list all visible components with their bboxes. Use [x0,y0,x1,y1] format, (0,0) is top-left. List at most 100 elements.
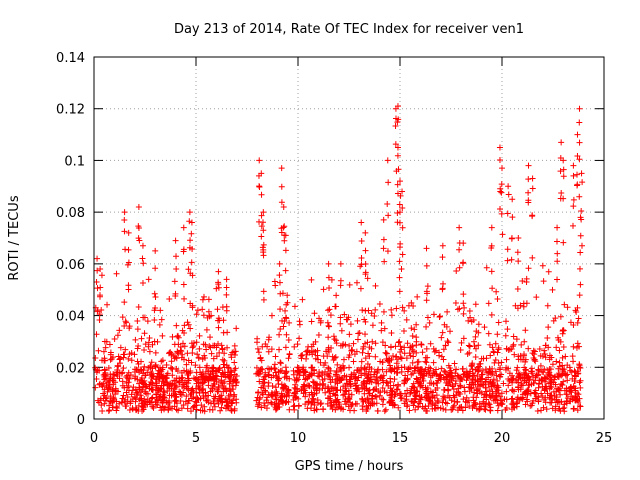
data-point [563,398,570,405]
data-point [529,185,536,192]
data-point [391,402,398,409]
data-point [96,380,103,387]
data-point [505,382,512,389]
data-point [374,407,381,414]
data-point [142,384,149,391]
data-point [285,337,292,344]
data-point [260,241,267,248]
data-point [386,357,393,364]
data-point [152,380,159,387]
data-point [223,388,230,395]
data-point [139,242,146,249]
data-point [280,203,287,210]
data-point [380,308,387,315]
data-point [136,369,143,376]
data-point [365,374,372,381]
data-point [280,224,287,231]
data-point [190,403,197,410]
data-point [476,405,483,412]
data-point [413,334,420,341]
data-point [553,394,560,401]
data-point [403,316,410,323]
data-point [260,227,267,234]
data-point [97,284,104,291]
data-point [399,188,406,195]
data-point [458,339,465,346]
data-point [94,255,101,262]
data-point [509,395,516,402]
data-point [534,372,541,379]
data-point [488,224,495,231]
data-point [498,189,505,196]
data-point [576,403,583,410]
data-point [144,318,151,325]
data-point [268,346,275,353]
data-point [518,341,525,348]
data-point [549,361,556,368]
data-point [184,405,191,412]
data-point [215,284,222,291]
data-point [328,276,335,283]
data-point [173,322,180,329]
data-point [345,395,352,402]
data-point [398,355,405,362]
data-point [545,268,552,275]
data-point [203,364,210,371]
data-point [325,344,332,351]
data-point [166,350,173,357]
data-point [215,324,222,331]
data-point [185,377,192,384]
data-point [97,293,104,300]
data-point [557,391,564,398]
data-point [276,272,283,279]
data-point [334,361,341,368]
data-point [228,400,235,407]
data-point [567,319,574,326]
data-point [312,384,319,391]
data-point [506,377,513,384]
data-point [430,311,437,318]
data-point [296,372,303,379]
data-point [411,367,418,374]
data-point [461,304,468,311]
data-point [337,342,344,349]
data-point [172,237,179,244]
data-point [576,193,583,200]
data-point [268,312,275,319]
data-point [330,333,337,340]
data-point [472,333,479,340]
data-point [430,380,437,387]
data-point [306,383,313,390]
data-point [556,385,563,392]
data-point [553,358,560,365]
data-point [379,401,386,408]
data-point [473,394,480,401]
data-point [231,407,238,414]
data-point [552,315,559,322]
data-point [574,304,581,311]
data-point [295,403,302,410]
data-point [394,219,401,226]
data-point [148,395,155,402]
data-point [175,379,182,386]
data-point [546,394,553,401]
data-point [182,398,189,405]
data-point [140,314,147,321]
data-point [189,344,196,351]
data-point [543,406,550,413]
data-point [199,306,206,313]
data-point [259,219,266,226]
data-point [429,389,436,396]
data-point [384,389,391,396]
data-point [278,199,285,206]
data-point [529,254,536,261]
data-point [310,348,317,355]
data-point [468,318,475,325]
data-point [126,325,133,332]
data-point [295,365,302,372]
data-point [258,223,265,230]
data-point [109,399,116,406]
data-point [324,400,331,407]
data-point [226,374,233,381]
data-point [211,381,218,388]
